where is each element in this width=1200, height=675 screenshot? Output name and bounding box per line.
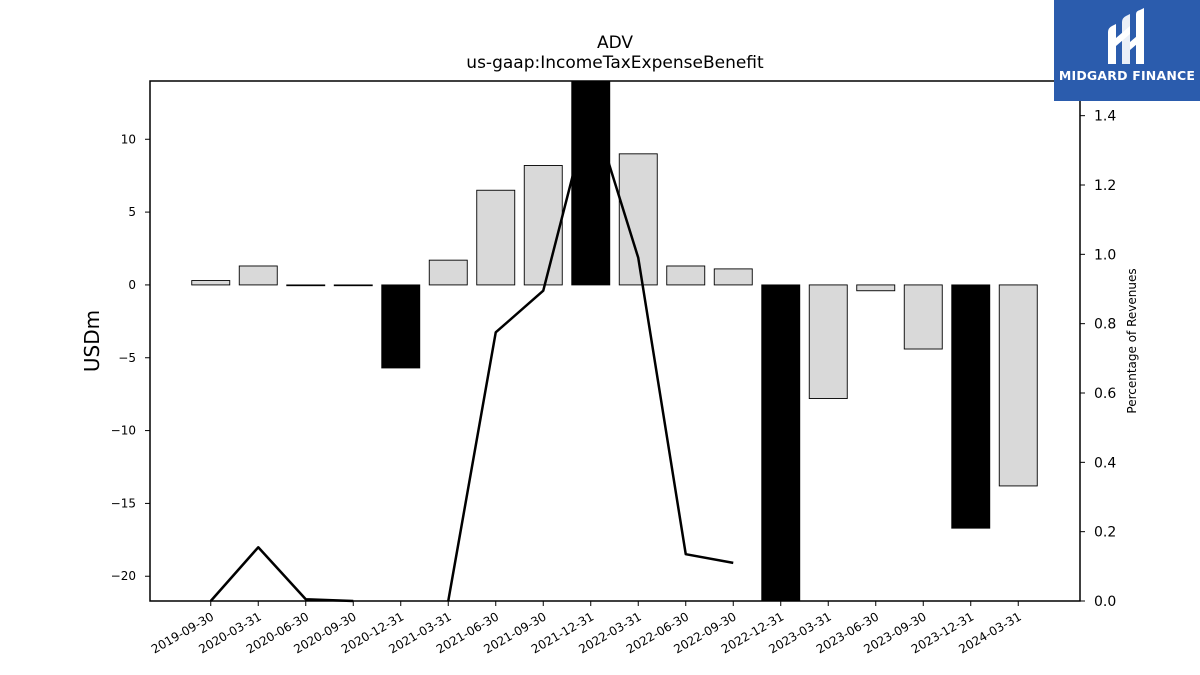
y-tick-label: −10 bbox=[111, 424, 136, 438]
right-axis: 0.0 0.2 0.4 0.6 0.8 1.0 1.2 1.4 bbox=[1080, 109, 1116, 610]
line-segment bbox=[447, 104, 734, 602]
y-tick-label: 10 bbox=[121, 132, 136, 146]
y2-tick-label: 0.4 bbox=[1094, 455, 1116, 471]
bar-2021-12-31 bbox=[571, 80, 611, 286]
y2-axis-label: Percentage of Revenues bbox=[1125, 268, 1139, 413]
y-tick-label: 0 bbox=[128, 278, 136, 292]
y2-tick-label: 0.8 bbox=[1094, 317, 1116, 333]
y-tick-label: −20 bbox=[111, 569, 136, 583]
bar-2022-06-30 bbox=[666, 265, 706, 286]
bar-2024-03-31 bbox=[998, 284, 1038, 487]
y2-tick-label: 1.4 bbox=[1094, 109, 1116, 125]
bar-2023-06-30 bbox=[856, 284, 896, 292]
brand-logo: MIDGARD FINANCE bbox=[1054, 0, 1200, 101]
y2-tick-label: 1.2 bbox=[1094, 178, 1116, 194]
bar-2022-09-30 bbox=[713, 268, 753, 286]
y2-tick-label: 0.2 bbox=[1094, 525, 1116, 541]
bar-2020-09-30 bbox=[333, 284, 373, 287]
x-axis: 2019-09-302020-03-312020-06-302020-09-30… bbox=[149, 601, 1024, 656]
bar-2019-09-30 bbox=[191, 280, 231, 286]
bar-2020-12-31 bbox=[381, 284, 421, 369]
brand-name: MIDGARD FINANCE bbox=[1058, 68, 1196, 83]
bar-2022-12-31 bbox=[761, 284, 801, 602]
midgard-logo-icon bbox=[1108, 8, 1144, 64]
y-tick-label: 5 bbox=[128, 205, 136, 219]
plot-frame bbox=[149, 80, 1081, 602]
bar-2021-06-30 bbox=[476, 189, 516, 286]
bar-2021-03-31 bbox=[428, 259, 468, 286]
bar-series bbox=[191, 80, 1038, 602]
bar-2021-09-30 bbox=[523, 165, 563, 286]
bar-2023-09-30 bbox=[903, 284, 943, 350]
left-axis: −20 −15 −10 −5 0 5 10 bbox=[111, 132, 150, 583]
y-axis-label: USDm bbox=[80, 310, 104, 372]
revenue-percentage-line bbox=[209, 104, 734, 603]
y-tick-label: −5 bbox=[118, 351, 136, 365]
chart-subtitle: us-gaap:IncomeTaxExpenseBenefit bbox=[466, 53, 764, 73]
y2-tick-label: 0.0 bbox=[1094, 594, 1116, 610]
y-tick-label: −15 bbox=[111, 496, 136, 510]
y2-tick-label: 1.0 bbox=[1094, 247, 1116, 263]
bar-2023-12-31 bbox=[951, 284, 991, 529]
line-segment bbox=[209, 546, 354, 603]
y2-tick-label: 0.6 bbox=[1094, 386, 1116, 402]
bar-2020-03-31 bbox=[238, 265, 278, 286]
chart-title: ADV bbox=[597, 33, 633, 53]
bar-2023-03-31 bbox=[808, 284, 848, 399]
bar-2020-06-30 bbox=[286, 284, 326, 287]
